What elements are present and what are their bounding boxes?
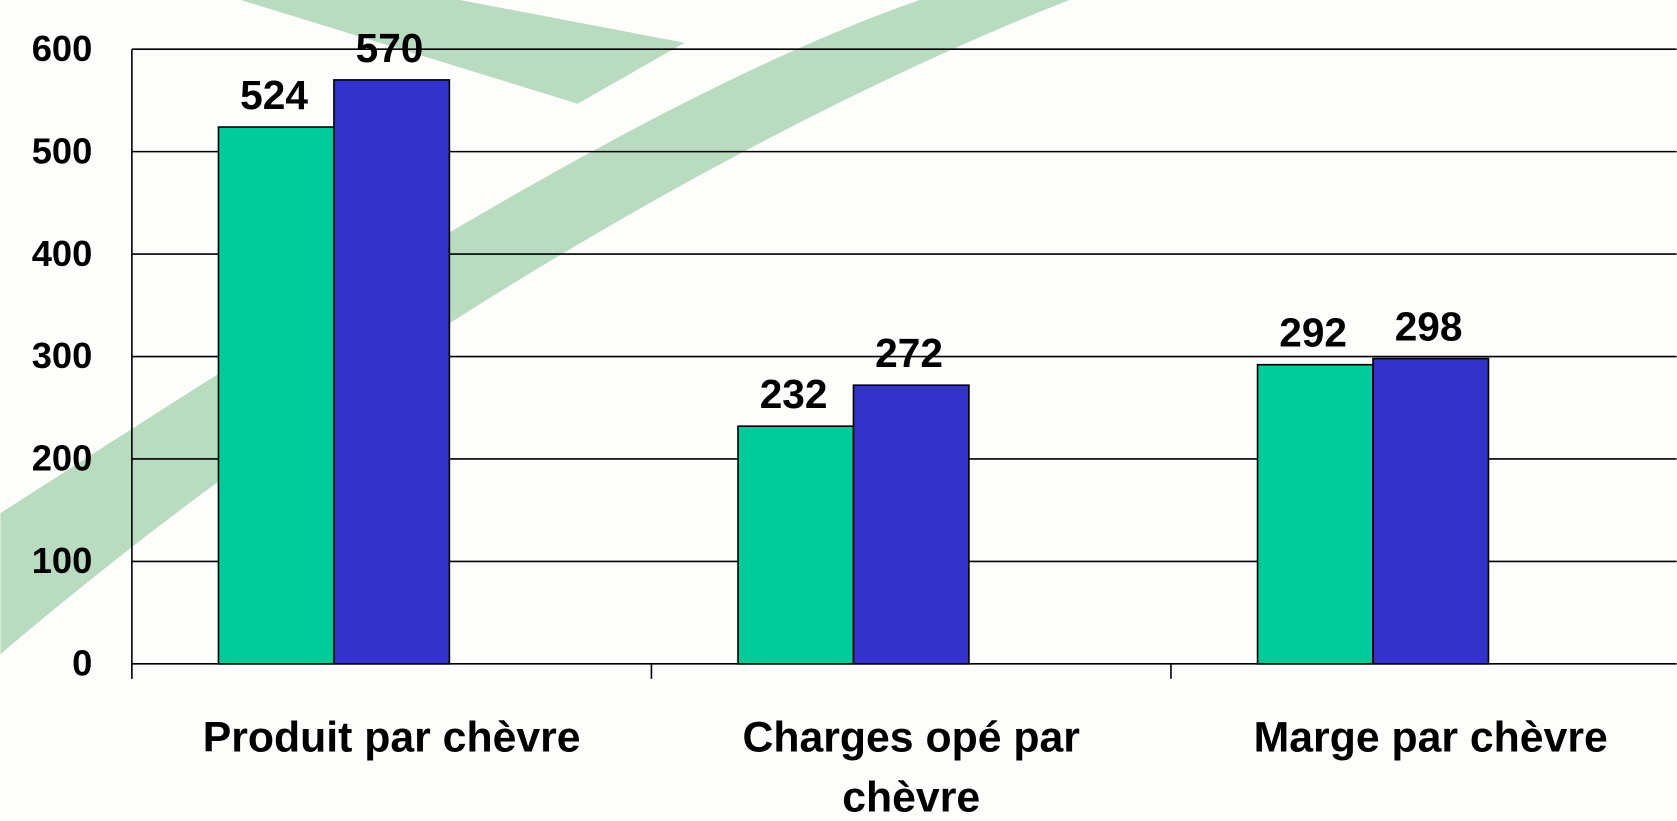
decor-swoosh [240, 0, 685, 104]
y-tick-label: 200 [32, 438, 93, 479]
value-label: 524 [240, 72, 308, 118]
y-tick-label: 400 [32, 233, 93, 274]
value-label: 232 [760, 371, 828, 417]
y-tick-label: 300 [32, 335, 93, 376]
bar [852, 384, 970, 665]
bar [737, 425, 855, 665]
value-label: 298 [1395, 303, 1463, 349]
x-tick-label: Charges opé par chèvre [742, 714, 1080, 821]
bar [1256, 363, 1374, 665]
bar [1372, 357, 1490, 665]
bar [217, 126, 335, 665]
x-tick-label: Produit par chèvre [202, 714, 581, 762]
x-tick-label-box: Produit par chèvre [202, 714, 581, 762]
y-tick-label: 100 [32, 540, 93, 581]
value-label: 292 [1279, 310, 1347, 356]
value-label: 272 [875, 330, 943, 376]
y-tick-label: 600 [32, 28, 93, 69]
y-tick-label: 0 [72, 643, 92, 684]
value-label: 570 [356, 25, 424, 71]
bar [333, 79, 451, 665]
y-tick-label: 500 [32, 130, 93, 171]
x-tick-label-box: Charges opé par chèvre [742, 714, 1080, 821]
x-tick-label: Marge par chèvre [1253, 714, 1608, 762]
x-tick-label-box: Marge par chèvre [1253, 714, 1608, 762]
